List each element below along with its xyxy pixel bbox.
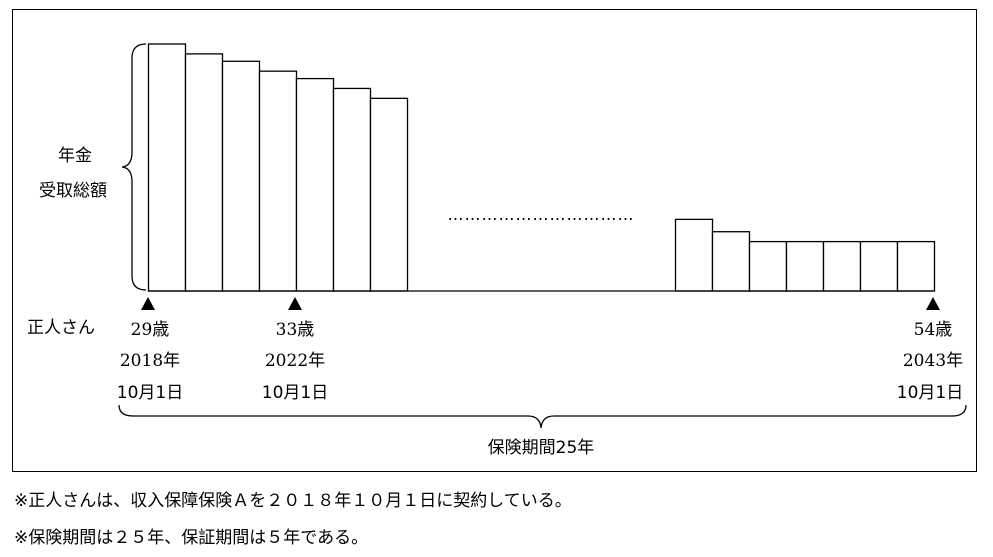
annuity-label-line2: 受取総額 [39,181,107,201]
marker-triangle-54 [926,297,940,310]
note-period: ※保険期間は２５年、保証期間は５年である。 [14,528,369,548]
left-bar-1 [147,43,187,292]
marker-54-date: 10月1日 [896,383,964,403]
marker-54-age: 54歳 [913,320,953,340]
marker-33-date: 10月1日 [261,383,329,403]
period-label: 保険期間25年 [487,438,595,458]
left-bar-6 [332,87,372,292]
marker-triangle-29 [141,297,155,310]
left-bar-4 [258,70,298,292]
marker-54-year: 2043年 [902,351,964,371]
marker-33-year: 2022年 [264,351,326,371]
person-label: 正人さん [27,318,95,338]
left-bar-group [147,43,409,292]
marker-33-age: 33歳 [275,320,315,340]
total-brace [121,43,147,291]
left-bar-5 [295,77,335,292]
marker-triangle-33 [288,297,302,310]
right-bar-3 [748,240,788,292]
right-bar-2 [711,231,751,292]
left-bar-3 [221,60,261,292]
right-bar-7 [896,240,936,292]
gap-dots: …………………………… [448,205,635,224]
right-bar-group [674,218,936,292]
right-bar-5 [822,240,862,292]
left-bar-7 [369,97,409,292]
marker-29-age: 29歳 [130,320,170,340]
right-bar-1 [674,218,714,292]
period-brace [118,404,967,429]
note-contract: ※正人さんは、収入保障保険Ａを２０１８年１０月１日に契約している。 [14,491,572,511]
marker-29-year: 2018年 [119,351,181,371]
right-bar-4 [785,240,825,292]
annuity-label-line1: 年金 [58,146,92,166]
left-bar-2 [184,53,224,292]
marker-29-date: 10月1日 [116,383,184,403]
diagram-frame [12,9,977,472]
right-bar-6 [859,240,899,292]
